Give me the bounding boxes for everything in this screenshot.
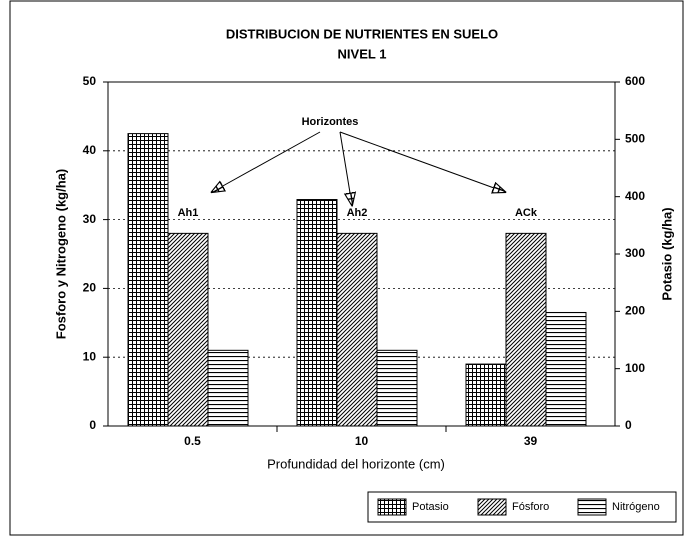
y-tick-label: 0 xyxy=(89,418,96,432)
annotation: ACk xyxy=(515,207,538,219)
chart-subtitle: NIVEL 1 xyxy=(338,46,387,61)
y-axis-label: Fosforo y Nitrogeno (kg/ha) xyxy=(53,169,68,339)
y-tick-label: 40 xyxy=(83,143,97,157)
legend-swatch xyxy=(477,498,507,516)
legend-swatch xyxy=(577,498,607,516)
y-tick-label: 30 xyxy=(83,212,97,226)
chart-title: DISTRIBUCION DE NUTRIENTES EN SUELO xyxy=(226,26,498,41)
frame xyxy=(9,0,684,536)
annotation-arrow xyxy=(212,131,321,192)
legend xyxy=(367,491,677,523)
annotation: Ah2 xyxy=(347,207,368,219)
x-axis-label: Profundidad del horizonte (cm) xyxy=(267,456,445,471)
annotation: Horizontes xyxy=(302,116,359,128)
y2-tick-label: 0 xyxy=(625,418,632,432)
annotation-arrow xyxy=(339,131,505,192)
y2-tick-label: 200 xyxy=(625,304,645,318)
annotation: Ah1 xyxy=(178,207,199,219)
y2-tick-label: 300 xyxy=(625,246,645,260)
legend-swatch xyxy=(377,498,407,516)
x-tick-label: 10 xyxy=(355,434,369,448)
bar xyxy=(336,232,378,427)
annotation-arrow xyxy=(340,131,352,205)
x-tick-label: 0.5 xyxy=(184,434,201,448)
y2-tick-label: 600 xyxy=(625,74,645,88)
legend-label: Potasio xyxy=(412,501,449,513)
bar xyxy=(296,199,338,427)
y-tick-label: 20 xyxy=(83,281,97,295)
bar xyxy=(465,363,507,427)
y2-tick-label: 500 xyxy=(625,132,645,146)
legend-label: Fósforo xyxy=(512,501,549,513)
y2-tick-label: 400 xyxy=(625,189,645,203)
bar xyxy=(505,232,547,427)
y-tick-label: 10 xyxy=(83,349,97,363)
y2-axis-label: Potasio (kg/ha) xyxy=(659,207,674,300)
bar xyxy=(545,311,587,427)
bar xyxy=(376,349,418,427)
legend-label: Nitrógeno xyxy=(612,501,660,513)
y2-tick-label: 100 xyxy=(625,361,645,375)
x-tick-label: 39 xyxy=(524,434,538,448)
bar xyxy=(127,133,169,427)
bar xyxy=(207,349,249,427)
y-tick-label: 50 xyxy=(83,74,97,88)
bar xyxy=(167,232,209,427)
